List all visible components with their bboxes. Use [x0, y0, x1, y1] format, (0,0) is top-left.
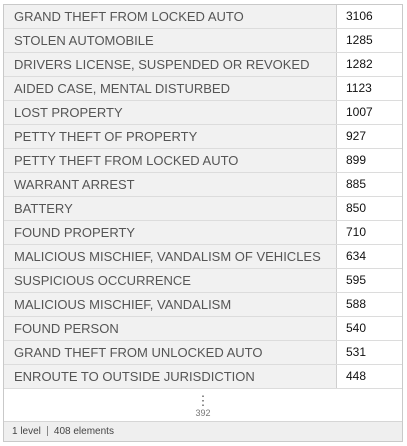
- table-row: GRAND THEFT FROM LOCKED AUTO 3106: [4, 5, 402, 29]
- row-key: STOLEN AUTOMOBILE: [4, 29, 336, 52]
- row-value: 927: [336, 125, 402, 148]
- table-rows: GRAND THEFT FROM LOCKED AUTO 3106 STOLEN…: [4, 5, 402, 389]
- row-key: ENROUTE TO OUTSIDE JURISDICTION: [4, 365, 336, 388]
- row-value: 899: [336, 149, 402, 172]
- row-value: 588: [336, 293, 402, 316]
- row-value: 1007: [336, 101, 402, 124]
- association-table-panel: GRAND THEFT FROM LOCKED AUTO 3106 STOLEN…: [3, 4, 403, 442]
- row-key: LOST PROPERTY: [4, 101, 336, 124]
- table-row: STOLEN AUTOMOBILE 1285: [4, 29, 402, 53]
- row-key: PETTY THEFT OF PROPERTY: [4, 125, 336, 148]
- row-key: MALICIOUS MISCHIEF, VANDALISM OF VEHICLE…: [4, 245, 336, 268]
- row-value: 531: [336, 341, 402, 364]
- table-row: MALICIOUS MISCHIEF, VANDALISM OF VEHICLE…: [4, 245, 402, 269]
- row-key: FOUND PROPERTY: [4, 221, 336, 244]
- status-bar: 1 level 408 elements: [4, 421, 402, 441]
- row-key: BATTERY: [4, 197, 336, 220]
- hidden-count: 392: [195, 408, 211, 418]
- table-row: PETTY THEFT FROM LOCKED AUTO 899: [4, 149, 402, 173]
- table-row: PETTY THEFT OF PROPERTY 927: [4, 125, 402, 149]
- table-row: SUSPICIOUS OCCURRENCE 595: [4, 269, 402, 293]
- table-row: ENROUTE TO OUTSIDE JURISDICTION 448: [4, 365, 402, 389]
- table-row: LOST PROPERTY 1007: [4, 101, 402, 125]
- level-count: 1 level: [12, 426, 41, 437]
- row-key: PETTY THEFT FROM LOCKED AUTO: [4, 149, 336, 172]
- row-value: 1282: [336, 53, 402, 76]
- table-row: WARRANT ARREST 885: [4, 173, 402, 197]
- row-key: WARRANT ARREST: [4, 173, 336, 196]
- row-value: 710: [336, 221, 402, 244]
- row-value: 448: [336, 365, 402, 388]
- table-row: DRIVERS LICENSE, SUSPENDED OR REVOKED 12…: [4, 53, 402, 77]
- row-value: 3106: [336, 5, 402, 28]
- table-row: FOUND PERSON 540: [4, 317, 402, 341]
- row-value: 850: [336, 197, 402, 220]
- vertical-ellipsis-icon: ⋮: [196, 393, 210, 408]
- row-key: SUSPICIOUS OCCURRENCE: [4, 269, 336, 292]
- row-value: 885: [336, 173, 402, 196]
- table-row: AIDED CASE, MENTAL DISTURBED 1123: [4, 77, 402, 101]
- table-row: MALICIOUS MISCHIEF, VANDALISM 588: [4, 293, 402, 317]
- separator: [46, 426, 48, 437]
- row-value: 634: [336, 245, 402, 268]
- row-key: AIDED CASE, MENTAL DISTURBED: [4, 77, 336, 100]
- row-value: 1285: [336, 29, 402, 52]
- row-value: 540: [336, 317, 402, 340]
- row-key: FOUND PERSON: [4, 317, 336, 340]
- row-value: 595: [336, 269, 402, 292]
- table-row: FOUND PROPERTY 710: [4, 221, 402, 245]
- show-more-button[interactable]: ⋮ 392: [4, 393, 402, 423]
- row-key: GRAND THEFT FROM UNLOCKED AUTO: [4, 341, 336, 364]
- row-key: GRAND THEFT FROM LOCKED AUTO: [4, 5, 336, 28]
- table-row: BATTERY 850: [4, 197, 402, 221]
- row-key: DRIVERS LICENSE, SUSPENDED OR REVOKED: [4, 53, 336, 76]
- row-key: MALICIOUS MISCHIEF, VANDALISM: [4, 293, 336, 316]
- table-row: GRAND THEFT FROM UNLOCKED AUTO 531: [4, 341, 402, 365]
- row-value: 1123: [336, 77, 402, 100]
- element-count: 408 elements: [53, 426, 114, 437]
